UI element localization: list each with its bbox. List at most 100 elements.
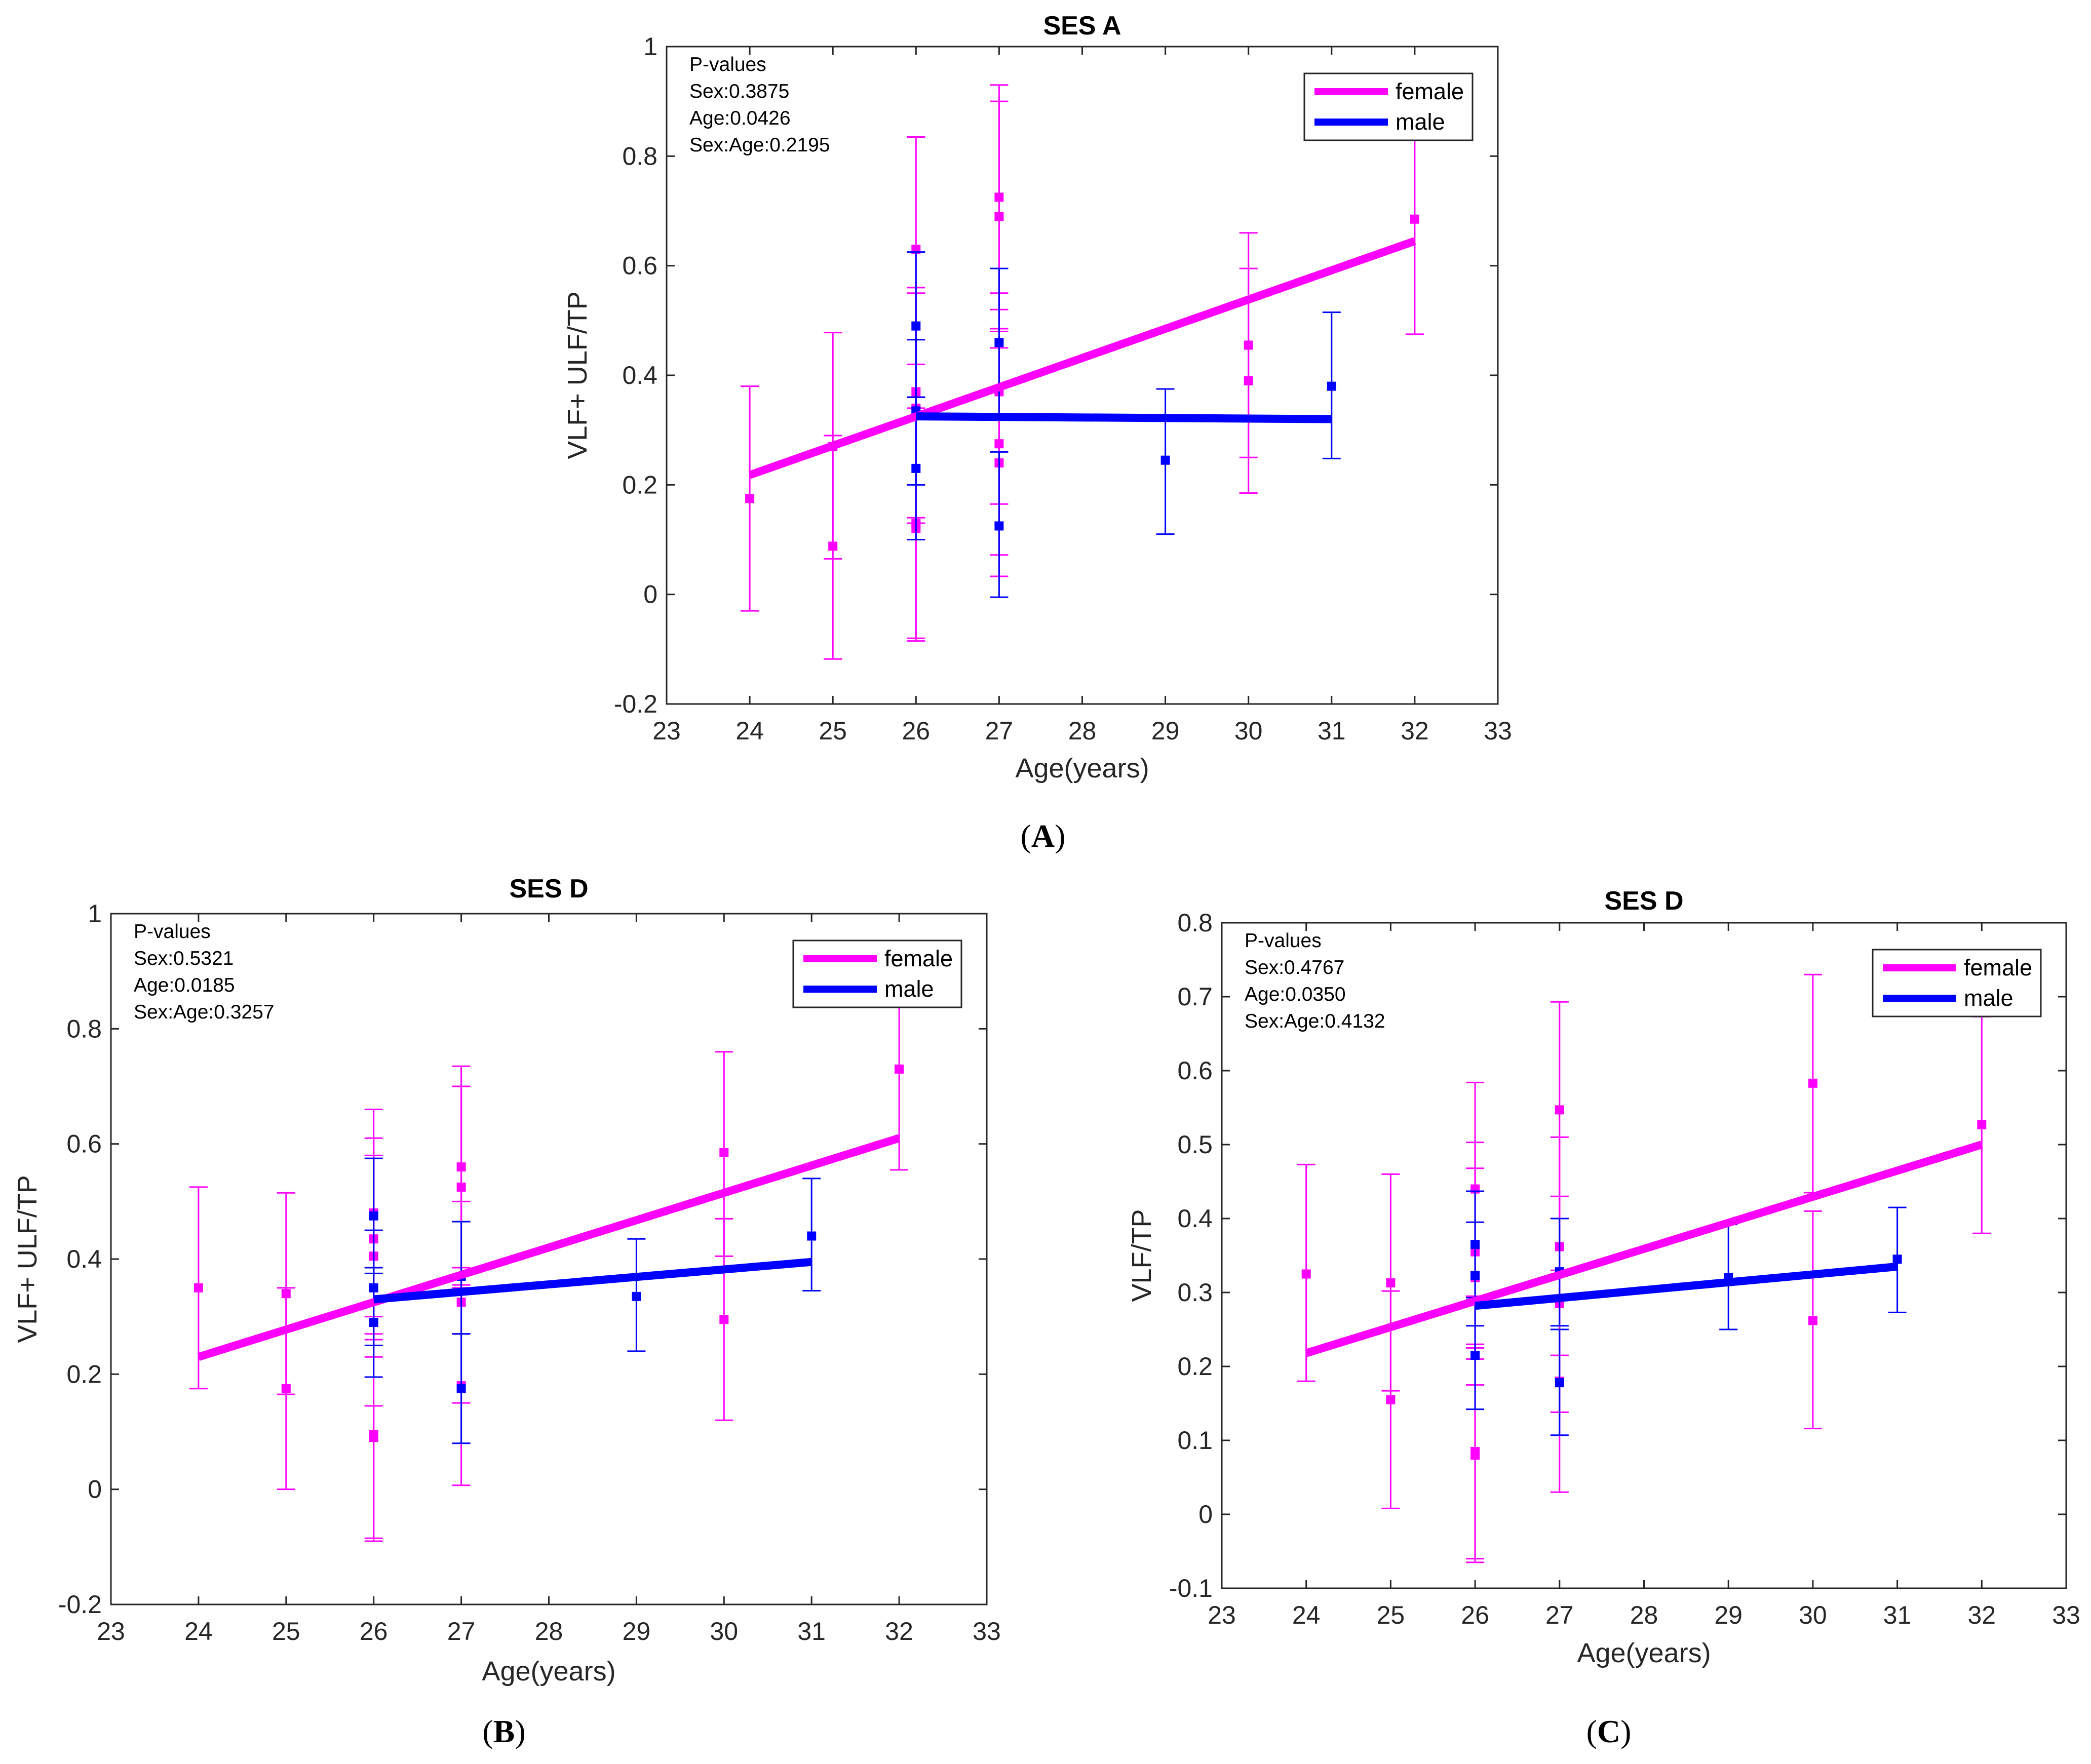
- panel-label: (C): [1586, 1713, 1632, 1749]
- data-point: [1470, 1451, 1480, 1460]
- fit-line-male: [1475, 1262, 1898, 1310]
- legend-box: [1872, 949, 2042, 1017]
- x-tick-label: 24: [184, 1617, 213, 1645]
- data-point: [911, 463, 921, 473]
- y-tick-label: 0.4: [622, 361, 657, 389]
- legend: female male: [1872, 949, 2042, 1017]
- x-tick-label: 28: [535, 1617, 563, 1645]
- x-tick-label: 31: [1883, 1601, 1912, 1629]
- x-tick-label: 27: [985, 717, 1014, 745]
- chart-b: 23 24 25 26 27 28 29 30 31 32 33 -0.2 0 0.2 0.4 0.6 0.8 1…: [12, 874, 1001, 1749]
- data-point: [369, 1318, 378, 1327]
- data-point: [994, 212, 1004, 221]
- x-tick-label: 32: [885, 1617, 913, 1645]
- data-point: [994, 338, 1004, 347]
- plot-area: [110, 913, 988, 1605]
- p-value-annotation: Sex:0.4767: [1245, 957, 1344, 978]
- data-point: [456, 1384, 466, 1393]
- x-tick-label: 23: [652, 717, 681, 745]
- data-point: [369, 1283, 378, 1292]
- y-tick-label: -0.2: [614, 690, 657, 718]
- x-tick-label: 27: [1545, 1601, 1574, 1629]
- data-point: [1470, 1351, 1480, 1360]
- x-axis-label: Age(years): [1577, 1638, 1711, 1668]
- data-point: [369, 1211, 378, 1221]
- data-point: [281, 1384, 291, 1393]
- p-value-annotation: Age:0.0185: [134, 974, 235, 996]
- p-value-annotation: Sex:Age:0.3257: [134, 1001, 275, 1023]
- data-point: [1470, 1271, 1480, 1280]
- fit-line-female: [748, 237, 1416, 479]
- x-tick-label: 32: [1401, 717, 1429, 745]
- legend-label-male: male: [1964, 985, 2013, 1011]
- chart-title: SES A: [1043, 11, 1121, 41]
- x-tick-label: 31: [797, 1617, 826, 1645]
- x-tick-label: 26: [1461, 1601, 1489, 1629]
- y-tick-label: 0.6: [1177, 1056, 1213, 1085]
- data-point: [719, 1315, 729, 1324]
- y-tick-label: -0.2: [58, 1590, 102, 1619]
- series-male: [364, 1157, 821, 1444]
- y-tick-label: 0.7: [1177, 983, 1213, 1011]
- panel-letter: A: [1031, 818, 1055, 854]
- y-tick-label: 0.4: [66, 1245, 102, 1273]
- y-tick-label: 0: [1198, 1500, 1213, 1528]
- data-point: [1244, 376, 1253, 385]
- data-point: [1892, 1255, 1902, 1264]
- x-tick-label: 30: [1799, 1601, 1827, 1629]
- x-tick-label: 28: [1630, 1601, 1658, 1629]
- y-axis-label: VLF/TP: [1127, 1209, 1157, 1302]
- x-tick-label: 26: [360, 1617, 388, 1645]
- data-point: [1301, 1269, 1311, 1279]
- y-tick-label: 0: [88, 1475, 102, 1504]
- legend-label-female: female: [884, 946, 953, 971]
- y-tick-label: 0.2: [1177, 1352, 1213, 1381]
- y-tick-label: 0.3: [1177, 1278, 1213, 1307]
- p-value-annotation: Age:0.0350: [1245, 984, 1346, 1005]
- x-tick-label: 33: [973, 1617, 1001, 1645]
- plot-area: [666, 46, 1499, 705]
- fit-line-male: [916, 412, 1332, 423]
- x-axis-label: Age(years): [482, 1656, 615, 1687]
- x-tick-label: 26: [902, 717, 930, 745]
- chart-c: 23 24 25 26 27 28 29 30 31 32 33 -0.1 0 0.1 0.2 0.3 0.4 0…: [1127, 886, 2080, 1749]
- panel-letter: C: [1597, 1713, 1620, 1749]
- chart-title: SES D: [509, 874, 588, 904]
- data-point: [369, 1433, 378, 1442]
- data-point: [895, 1064, 904, 1074]
- data-point: [281, 1289, 291, 1299]
- legend-label-male: male: [1396, 109, 1445, 135]
- x-tick-label: 29: [1151, 717, 1180, 745]
- fit-line-female: [1305, 1141, 1983, 1357]
- x-tick-label: 25: [1377, 1601, 1405, 1629]
- panel-label: (A): [1021, 818, 1066, 854]
- x-tick-label: 24: [735, 717, 764, 745]
- p-value-annotation: P-values: [1245, 930, 1322, 952]
- p-value-annotation: Sex:0.5321: [134, 948, 234, 969]
- data-point: [994, 192, 1004, 202]
- data-point: [994, 439, 1004, 449]
- y-tick-label: 0.2: [622, 471, 657, 499]
- data-point: [456, 1182, 466, 1192]
- data-point: [719, 1148, 729, 1157]
- data-point: [1555, 1105, 1564, 1115]
- data-point: [1470, 1240, 1480, 1249]
- fit-line-female: [197, 1134, 901, 1361]
- data-point: [1410, 214, 1419, 224]
- y-tick-label: 0.8: [622, 142, 657, 170]
- data-point: [632, 1291, 641, 1301]
- data-point: [1386, 1278, 1396, 1288]
- y-tick-label: 0.4: [1177, 1204, 1213, 1233]
- data-point: [745, 494, 755, 503]
- legend-box: [1303, 72, 1474, 141]
- y-tick-label: 0.8: [1177, 909, 1213, 937]
- p-value-annotation: Sex:Age:0.2195: [689, 134, 830, 156]
- x-tick-label: 30: [1234, 717, 1263, 745]
- panel-letter: B: [493, 1713, 515, 1749]
- y-tick-label: 0.6: [622, 252, 657, 280]
- x-tick-label: 29: [1714, 1601, 1742, 1629]
- panel-label: (B): [482, 1713, 525, 1749]
- x-tick-label: 33: [2052, 1601, 2080, 1629]
- legend-label-female: female: [1396, 79, 1464, 104]
- x-axis-label: Age(years): [1015, 753, 1149, 783]
